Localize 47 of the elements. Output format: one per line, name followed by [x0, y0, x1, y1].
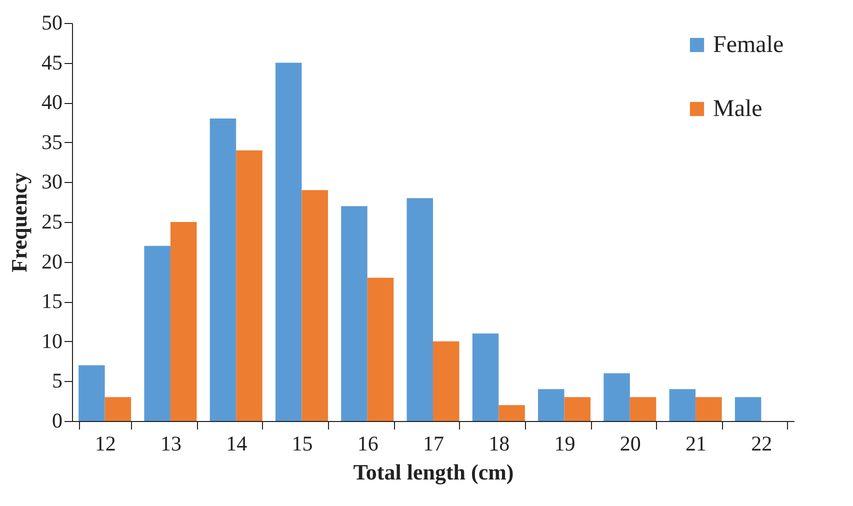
bar	[472, 333, 499, 421]
x-tick-label: 21	[686, 432, 707, 456]
y-tick-label: 0	[52, 408, 62, 432]
legend-label: Male	[713, 96, 762, 122]
y-tick-label: 35	[42, 130, 62, 154]
y-tick-label: 20	[42, 249, 62, 274]
legend-label: Female	[713, 32, 784, 58]
bar	[302, 190, 328, 421]
bar	[367, 278, 394, 421]
bar	[144, 246, 170, 421]
x-tick-label: 20	[620, 432, 641, 456]
x-tick-label: 15	[292, 432, 313, 456]
bar	[170, 222, 197, 421]
y-tick-label: 15	[42, 289, 62, 314]
x-axis-title: Total length (cm)	[353, 460, 514, 484]
y-tick-label: 50	[42, 10, 62, 34]
bar	[498, 405, 525, 421]
bar	[538, 389, 564, 421]
bar	[734, 397, 762, 421]
y-tick-label: 5	[52, 368, 62, 393]
y-tick-label: 40	[42, 90, 62, 114]
bar	[669, 389, 696, 421]
x-tick-label: 12	[94, 432, 116, 456]
x-tick-label: 18	[488, 432, 510, 456]
x-tick-label: 16	[357, 432, 378, 456]
bar	[104, 397, 132, 421]
x-tick-label: 14	[226, 432, 248, 456]
y-tick-label: 30	[42, 170, 62, 194]
bar	[564, 397, 591, 421]
x-tick-label: 22	[751, 432, 772, 456]
y-tick-label: 25	[42, 210, 62, 234]
bar	[236, 150, 262, 421]
bar	[604, 373, 630, 421]
bar	[630, 397, 656, 421]
x-tick-label: 19	[554, 432, 576, 456]
bar	[275, 62, 302, 421]
y-axis-title: Frequency	[6, 172, 32, 272]
y-tick-label: 45	[42, 50, 62, 74]
bar	[341, 206, 368, 421]
bar	[78, 365, 105, 421]
y-tick-label: 10	[42, 328, 62, 353]
bar	[696, 397, 722, 421]
bar	[406, 198, 433, 421]
x-tick-label: 17	[423, 432, 444, 456]
bar	[210, 118, 236, 421]
bar	[433, 341, 460, 421]
x-tick-label: 13	[160, 432, 182, 456]
